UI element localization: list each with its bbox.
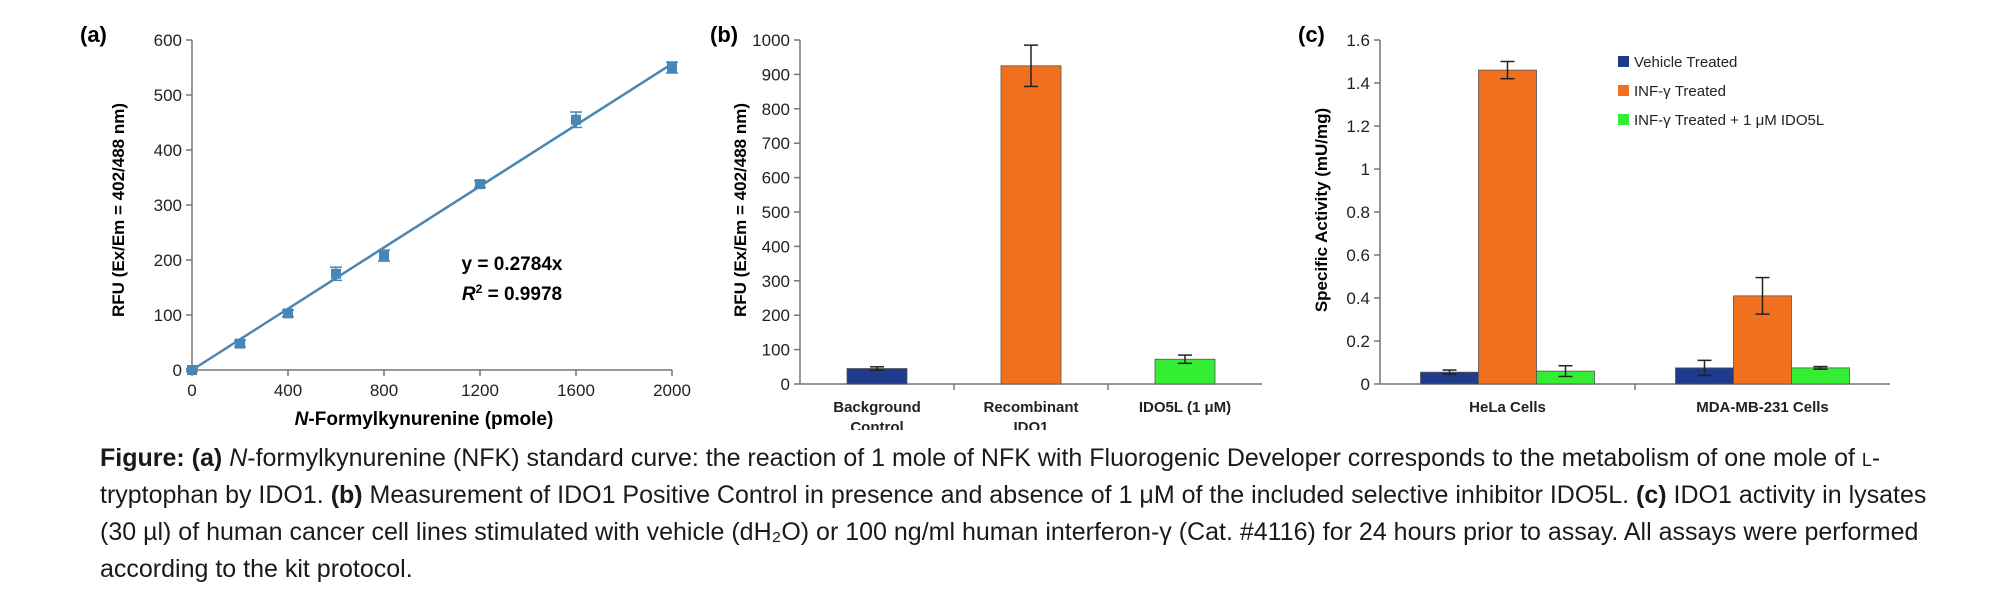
panel-a-ytick-label: 200	[154, 251, 182, 270]
caption-a-label: (a)	[191, 444, 223, 472]
panel-a-fit-line	[191, 62, 673, 372]
panel-a-data-point	[331, 268, 341, 279]
panel-b-category-label: Control	[850, 419, 903, 430]
panel-c-ytick-label: 0	[1361, 375, 1370, 394]
panel-b-category-label: Background	[833, 399, 921, 416]
panel-c-ytick-label: 0.6	[1346, 246, 1370, 265]
panel-a-ytick-label: 100	[154, 306, 182, 325]
panel-a-data-point	[235, 338, 245, 349]
caption-c-text: IDO1 activity in lysates (30 µl) of huma…	[100, 481, 1927, 583]
caption-a-smallcaps: l	[1861, 444, 1872, 472]
panel-c-ytick-label: 1.2	[1346, 117, 1370, 136]
panel-a-data-point	[379, 250, 389, 261]
panel-a-data-point	[667, 62, 677, 73]
panel-a-equation: y = 0.2784x	[462, 254, 563, 275]
panel-a-r-squared: R2 = 0.9978	[462, 282, 562, 305]
panel-b-ytick-label: 100	[762, 341, 790, 360]
panel-a-xtick-label: 0	[187, 381, 196, 400]
caption-b-text: Measurement of IDO1 Positive Control in …	[362, 481, 1630, 509]
panel-c-legend-label: INF-γ Treated + 1 μM IDO5L	[1634, 112, 1824, 129]
caption-c-label: (c)	[1636, 481, 1667, 509]
panel-b-category-label: IDO5L (1 μM)	[1139, 399, 1231, 416]
panel-a-ytick-label: 600	[154, 31, 182, 50]
panel-c-bar	[1791, 367, 1850, 385]
panel-b-category-label: Recombinant	[983, 399, 1078, 416]
panel-a-data-point	[475, 179, 485, 190]
panel-b-ytick-label: 500	[762, 203, 790, 222]
panel-a-xtick-label: 1600	[557, 381, 595, 400]
panel-a-xtick-label: 800	[370, 381, 398, 400]
panel-c-legend-label: INF-γ Treated	[1634, 83, 1726, 100]
panel-c-category-label: HeLa Cells	[1469, 399, 1546, 416]
panel-a-standard-curve: (a) RFU (Ex/Em = 402/488 nm) N-Formylkyn…	[80, 22, 691, 430]
panel-c-category-label: MDA-MB-231 Cells	[1696, 399, 1829, 416]
panel-c-bar	[1478, 69, 1537, 385]
caption-figure-label: Figure:	[100, 444, 185, 472]
panel-c-ytick-label: 0.8	[1346, 203, 1370, 222]
panel-c-ytick-label: 1.6	[1346, 31, 1370, 50]
panel-a-data-point	[283, 308, 293, 319]
panel-c-legend-swatch	[1618, 85, 1629, 96]
panel-b-category-label: IDO1	[1013, 419, 1048, 430]
panel-a-xtick-label: 2000	[653, 381, 691, 400]
panel-b-ytick-label: 300	[762, 272, 790, 291]
panel-c-ytick-label: 0.2	[1346, 332, 1370, 351]
panel-b-ytick-label: 0	[781, 375, 790, 394]
panel-c-legend-swatch	[1618, 114, 1629, 125]
caption-a-text1: -formylkynurenine (NFK) standard curve: …	[247, 444, 1862, 472]
panel-c-ylabel: Specific Activity (mU/mg)	[1312, 108, 1331, 312]
panel-a-ytick-label: 300	[154, 196, 182, 215]
panel-b-ytick-label: 1000	[752, 31, 790, 50]
panel-c-legend-swatch	[1618, 56, 1629, 67]
panel-c-legend-label: Vehicle Treated	[1634, 54, 1737, 71]
panel-c-ytick-label: 1.4	[1346, 74, 1370, 93]
panel-b-label: (b)	[710, 22, 738, 47]
panel-c-ytick-label: 1	[1361, 160, 1370, 179]
panel-b-ytick-label: 800	[762, 100, 790, 119]
panel-b-ytick-label: 200	[762, 306, 790, 325]
panel-a-xlabel: N-Formylkynurenine (pmole)	[295, 409, 554, 430]
panel-a-xtick-label: 1200	[461, 381, 499, 400]
caption-a-text2: -tryptophan by IDO1.	[100, 444, 1881, 509]
panel-a-label: (a)	[80, 22, 107, 47]
panel-a-xtick-label: 400	[274, 381, 302, 400]
panel-b-ytick-label: 400	[762, 237, 790, 256]
caption-a-italic: N	[229, 444, 248, 472]
panel-b-bar-chart: (b) RFU (Ex/Em = 402/488 nm) 0 100 200 300 4…	[710, 22, 1262, 430]
panel-b-ylabel: RFU (Ex/Em = 402/488 nm)	[731, 103, 750, 317]
panel-c-ytick-label: 0.4	[1346, 289, 1370, 308]
panel-a-ylabel: RFU (Ex/Em = 402/488 nm)	[109, 103, 128, 317]
figure-charts: (a) RFU (Ex/Em = 402/488 nm) N-Formylkyn…	[80, 22, 1890, 430]
panel-a-data-point	[187, 365, 197, 375]
figure-caption: Figure: (a) N-formylkynurenine (NFK) sta…	[100, 440, 1960, 588]
panel-b-bar	[1000, 65, 1062, 385]
panel-b-ytick-label: 700	[762, 134, 790, 153]
caption-b-label: (b)	[330, 481, 363, 509]
panel-c-grouped-bar-chart: (c) Specific Activity (mU/mg) 0 0.2 0.4 0.6…	[1298, 22, 1890, 416]
panel-a-ytick-label: 500	[154, 86, 182, 105]
panel-b-ytick-label: 600	[762, 169, 790, 188]
panel-a-ytick-label: 0	[173, 361, 182, 380]
panel-a-ytick-label: 400	[154, 141, 182, 160]
panel-a-data-point	[571, 114, 581, 125]
panel-b-ytick-label: 900	[762, 65, 790, 84]
panel-c-label: (c)	[1298, 22, 1325, 47]
